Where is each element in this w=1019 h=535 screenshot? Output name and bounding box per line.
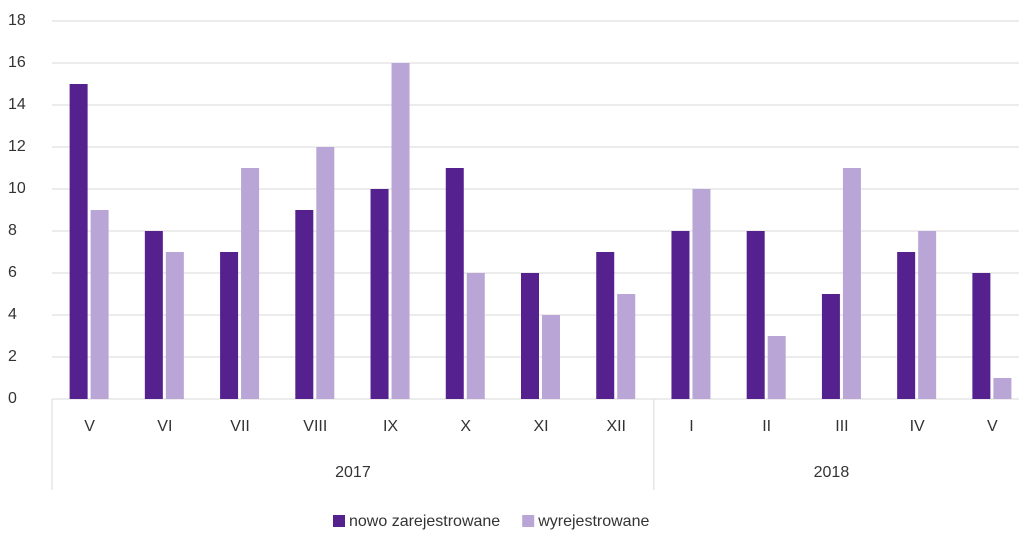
x-tick-label: V (84, 418, 95, 435)
bar (316, 147, 335, 399)
bar (69, 84, 88, 399)
bar (220, 252, 239, 399)
x-tick-label: XI (533, 418, 548, 435)
x-tick-label: XII (606, 418, 626, 435)
legend-swatch (522, 515, 535, 527)
y-tick-label: 0 (8, 390, 17, 407)
bar (821, 294, 840, 399)
group-label: 2017 (335, 464, 371, 481)
x-tick-label: I (689, 418, 693, 435)
bar (90, 210, 109, 399)
bar (596, 252, 615, 399)
bar (295, 210, 314, 399)
bar (445, 168, 464, 399)
bar (767, 336, 786, 399)
x-tick-label: IX (383, 418, 398, 435)
y-tick-label: 6 (8, 264, 17, 281)
bar (542, 315, 560, 399)
y-tick-label: 2 (8, 348, 17, 365)
legend-label: wyrejestrowane (537, 513, 649, 530)
y-tick-label: 18 (8, 12, 26, 29)
bar (897, 252, 916, 399)
x-tick-label: VI (157, 418, 172, 435)
bar (370, 189, 389, 399)
y-tick-label: 8 (8, 222, 17, 239)
x-tick-label: V (987, 418, 998, 435)
y-tick-label: 12 (8, 138, 26, 155)
bar (918, 231, 937, 399)
bar (671, 231, 690, 399)
y-tick-label: 10 (8, 180, 26, 197)
bar (617, 294, 636, 399)
bar (521, 273, 539, 399)
bar (391, 63, 410, 399)
group-label: 2018 (814, 464, 850, 481)
x-tick-label: II (762, 418, 771, 435)
y-tick-label: 16 (8, 54, 26, 71)
legend-label: nowo zarejestrowane (349, 513, 500, 530)
bar (241, 168, 260, 399)
x-tick-label: VIII (303, 418, 327, 435)
bar (993, 378, 1012, 399)
x-tick-label: III (835, 418, 848, 435)
bar (466, 273, 485, 399)
bar (144, 231, 163, 399)
x-tick-label: X (460, 418, 471, 435)
bar (842, 168, 861, 399)
bar (972, 273, 991, 399)
legend-swatch (333, 515, 345, 527)
bar (165, 252, 184, 399)
bar (692, 189, 711, 399)
x-tick-label: VII (230, 418, 250, 435)
y-tick-label: 14 (8, 96, 26, 113)
bar (746, 231, 765, 399)
y-tick-label: 4 (8, 306, 17, 323)
x-tick-label: IV (910, 418, 925, 435)
